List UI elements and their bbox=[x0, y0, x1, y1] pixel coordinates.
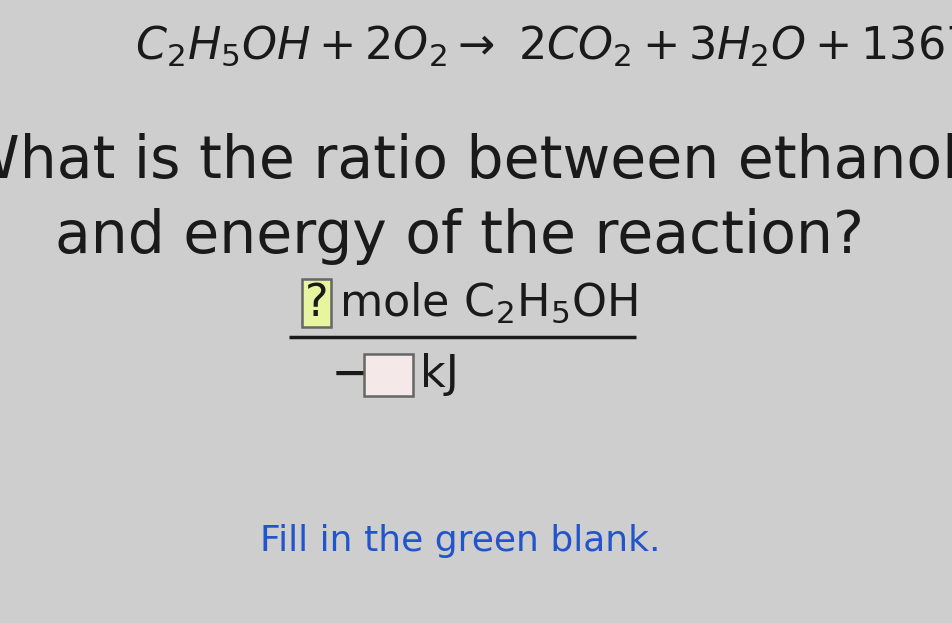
FancyBboxPatch shape bbox=[302, 279, 330, 327]
Text: and energy of the reaction?: and energy of the reaction? bbox=[55, 208, 864, 265]
Text: −: − bbox=[330, 351, 372, 399]
Text: ?: ? bbox=[305, 282, 328, 325]
Text: kJ: kJ bbox=[420, 353, 459, 396]
Text: What is the ratio between ethanol: What is the ratio between ethanol bbox=[0, 133, 952, 190]
Text: Fill in the green blank.: Fill in the green blank. bbox=[260, 524, 661, 558]
FancyBboxPatch shape bbox=[364, 354, 413, 396]
Text: $\mathrm{mole\ C_2H_5OH}$: $\mathrm{mole\ C_2H_5OH}$ bbox=[339, 281, 638, 325]
Text: $C_2H_5OH + 2O_2 \rightarrow \ 2CO_2 + 3H_2O + 1367\ kJ$: $C_2H_5OH + 2O_2 \rightarrow \ 2CO_2 + 3… bbox=[135, 23, 952, 70]
